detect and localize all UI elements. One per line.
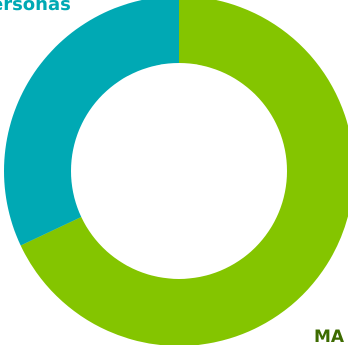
slice-label-ma: MA — [314, 327, 345, 347]
donut-hole — [71, 63, 287, 279]
slice-label-personas: ersonas — [0, 0, 71, 15]
